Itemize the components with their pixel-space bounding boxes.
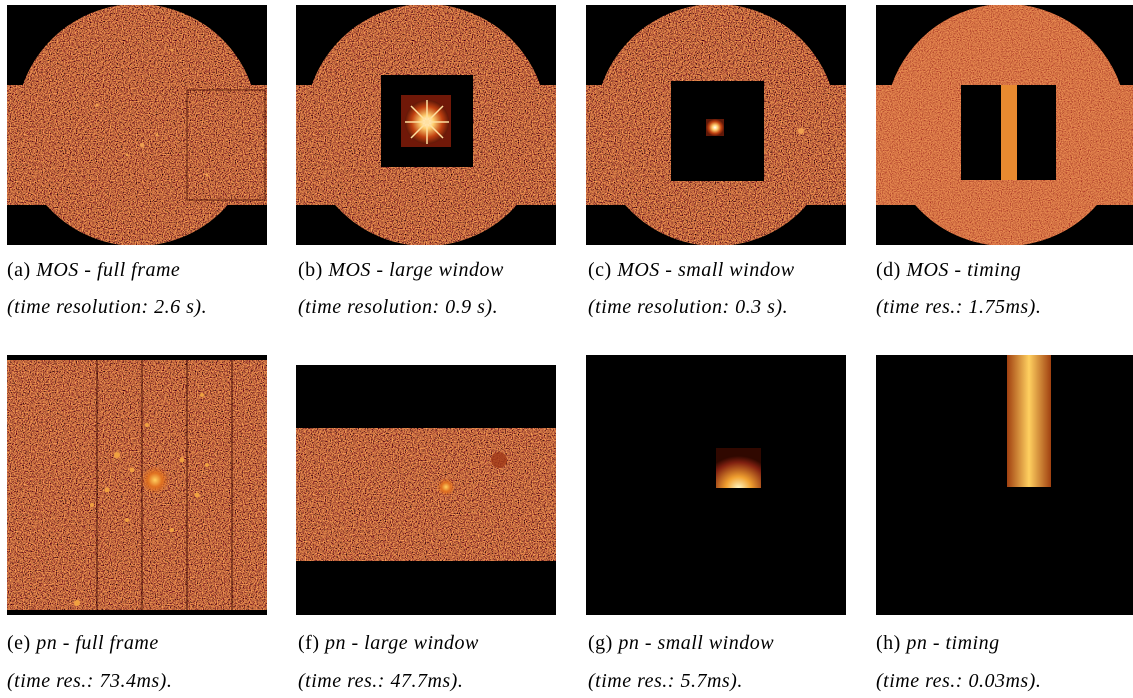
- caption-detail: (time res.: 1.75ms).: [876, 296, 1041, 318]
- caption-label: (f): [298, 632, 319, 654]
- image-pn-large-window: [296, 365, 556, 615]
- caption-detail-text: (time res.: 47.7ms).: [298, 670, 463, 692]
- caption-label: (d): [876, 259, 901, 281]
- figure-page: {"panels": [ {"label": "(a)", "title": "…: [0, 0, 1133, 698]
- caption-label: (a): [7, 259, 31, 281]
- caption-label: (e): [7, 632, 31, 654]
- caption-title: (b) MOS - large window: [298, 259, 504, 281]
- image-mos-small-window: [586, 5, 846, 245]
- caption-mode: MOS - timing: [906, 259, 1021, 281]
- caption-label: (b): [298, 259, 323, 281]
- caption-mode: pn - large window: [325, 632, 479, 654]
- image-pn-small-window: [586, 355, 846, 615]
- caption-mode: MOS - large window: [328, 259, 503, 281]
- caption-mode: pn - timing: [906, 632, 999, 654]
- image-mos-timing: [876, 5, 1133, 245]
- caption-detail-text: (time res.: 0.03ms).: [876, 670, 1041, 692]
- caption-detail-text: (time resolution: 0.3 s).: [588, 296, 788, 318]
- caption-detail-text: (time res.: 1.75ms).: [876, 296, 1041, 318]
- caption-mode: MOS - small window: [617, 259, 794, 281]
- caption-label: (g): [588, 632, 613, 654]
- image-mos-large-window: [296, 5, 556, 245]
- caption-detail: (time resolution: 0.9 s).: [298, 296, 498, 318]
- image-mos-full-frame: [7, 5, 267, 245]
- caption-detail: (time res.: 47.7ms).: [298, 670, 463, 692]
- image-pn-full-frame: [7, 355, 267, 615]
- caption-detail: (time resolution: 0.3 s).: [588, 296, 788, 318]
- image-pn-timing: [876, 355, 1133, 615]
- caption-detail: (time res.: 73.4ms).: [7, 670, 172, 692]
- caption-detail-text: (time res.: 5.7ms).: [588, 670, 743, 692]
- caption-detail-text: (time resolution: 2.6 s).: [7, 296, 207, 318]
- caption-detail-text: (time res.: 73.4ms).: [7, 670, 172, 692]
- caption-title: (a) MOS - full frame: [7, 259, 180, 281]
- caption-detail: (time res.: 0.03ms).: [876, 670, 1041, 692]
- caption-title: (h) pn - timing: [876, 632, 1000, 654]
- caption-title: (d) MOS - timing: [876, 259, 1021, 281]
- caption-title: (f) pn - large window: [298, 632, 479, 654]
- caption-mode: pn - full frame: [36, 632, 159, 654]
- caption-mode: MOS - full frame: [36, 259, 180, 281]
- caption-title: (c) MOS - small window: [588, 259, 795, 281]
- caption-detail-text: (time resolution: 0.9 s).: [298, 296, 498, 318]
- caption-mode: pn - small window: [618, 632, 774, 654]
- caption-label: (c): [588, 259, 612, 281]
- caption-label: (h): [876, 632, 901, 654]
- caption-detail: (time res.: 5.7ms).: [588, 670, 743, 692]
- caption-title: (g) pn - small window: [588, 632, 774, 654]
- caption-title: (e) pn - full frame: [7, 632, 159, 654]
- caption-detail: (time resolution: 2.6 s).: [7, 296, 207, 318]
